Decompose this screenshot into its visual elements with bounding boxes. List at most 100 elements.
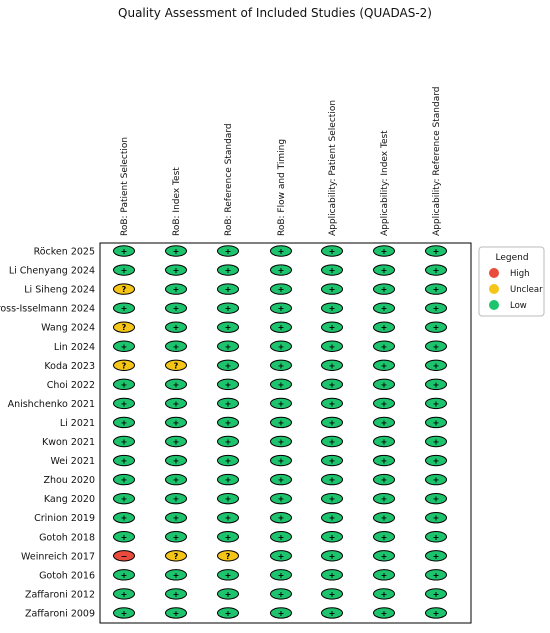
assessment-symbol: + bbox=[173, 533, 180, 542]
assessment-cell bbox=[373, 340, 395, 352]
legend-label: High bbox=[510, 269, 530, 279]
column-label: Applicability: Reference Standard bbox=[432, 87, 442, 236]
assessment-symbol: + bbox=[121, 514, 128, 523]
assessment-cell bbox=[373, 321, 395, 333]
assessment-symbol: + bbox=[225, 418, 232, 427]
assessment-symbol: + bbox=[433, 247, 440, 256]
assessment-cell bbox=[270, 264, 292, 276]
assessment-cell bbox=[113, 492, 135, 505]
assessment-cell bbox=[217, 416, 239, 429]
assessment-symbol: + bbox=[329, 609, 336, 618]
assessment-cell bbox=[165, 550, 187, 562]
assessment-symbol: + bbox=[278, 361, 285, 370]
assessment-cell bbox=[217, 512, 239, 524]
column-label: Applicability: Index Test bbox=[380, 130, 390, 236]
assessment-cell bbox=[321, 492, 343, 505]
assessment-cell bbox=[425, 302, 447, 314]
row-label: Wei 2021 bbox=[50, 456, 95, 467]
assessment-cell bbox=[165, 378, 187, 391]
assessment-cell bbox=[321, 607, 343, 619]
assessment-cell bbox=[165, 416, 187, 429]
assessment-cell bbox=[425, 473, 447, 486]
assessment-symbol: ? bbox=[122, 285, 127, 294]
assessment-symbol: + bbox=[278, 609, 285, 618]
assessment-symbol: + bbox=[381, 457, 388, 466]
assessment-symbol: + bbox=[121, 590, 128, 599]
assessment-symbol: + bbox=[381, 552, 388, 561]
assessment-cell bbox=[321, 550, 343, 562]
assessment-symbol: + bbox=[381, 533, 388, 542]
legend: Legend High Unclear Low bbox=[478, 246, 545, 317]
assessment-cell bbox=[270, 473, 292, 486]
assessment-cell bbox=[425, 340, 447, 352]
assessment-cell bbox=[425, 359, 447, 371]
assessment-cell bbox=[165, 302, 187, 314]
assessment-symbol: + bbox=[173, 247, 180, 256]
assessment-cell bbox=[165, 359, 187, 371]
assessment-cell bbox=[217, 245, 239, 257]
assessment-cell bbox=[113, 378, 135, 391]
assessment-symbol: + bbox=[329, 361, 336, 370]
assessment-cell bbox=[270, 454, 292, 467]
assessment-cell bbox=[217, 473, 239, 486]
assessment-cell bbox=[270, 435, 292, 448]
assessment-symbol: + bbox=[329, 380, 336, 389]
assessment-symbol: + bbox=[225, 438, 232, 447]
assessment-cell bbox=[270, 588, 292, 600]
assessment-cell bbox=[270, 302, 292, 314]
assessment-symbol: + bbox=[381, 438, 388, 447]
row-label: Weinreich 2017 bbox=[21, 551, 95, 562]
assessment-symbol: + bbox=[329, 590, 336, 599]
plot-frame bbox=[99, 242, 472, 624]
legend-swatch bbox=[489, 300, 499, 310]
assessment-cell bbox=[270, 283, 292, 295]
assessment-cell bbox=[113, 264, 135, 276]
assessment-symbol: + bbox=[381, 342, 388, 351]
assessment-symbol: + bbox=[381, 418, 388, 427]
assessment-symbol: + bbox=[329, 514, 336, 523]
assessment-symbol: + bbox=[278, 399, 285, 408]
assessment-cell bbox=[321, 340, 343, 352]
assessment-cell bbox=[425, 607, 447, 619]
assessment-symbol: + bbox=[433, 476, 440, 485]
assessment-symbol: ? bbox=[174, 361, 179, 370]
assessment-symbol: + bbox=[173, 571, 180, 580]
assessment-symbol: + bbox=[121, 571, 128, 580]
assessment-cell bbox=[217, 435, 239, 448]
row-label: Li 2021 bbox=[60, 418, 95, 429]
assessment-cell bbox=[373, 473, 395, 486]
assessment-cell bbox=[425, 435, 447, 448]
assessment-cell bbox=[165, 340, 187, 352]
row-label: Li Siheng 2024 bbox=[24, 285, 95, 296]
assessment-symbol: + bbox=[121, 533, 128, 542]
assessment-symbol: + bbox=[173, 418, 180, 427]
assessment-cell bbox=[373, 492, 395, 505]
assessment-cell bbox=[373, 454, 395, 467]
assessment-cell bbox=[425, 283, 447, 295]
assessment-symbol: + bbox=[433, 533, 440, 542]
assessment-cell bbox=[113, 283, 135, 295]
assessment-symbol: + bbox=[173, 438, 180, 447]
assessment-cell bbox=[217, 302, 239, 314]
assessment-symbol: + bbox=[433, 380, 440, 389]
assessment-cell bbox=[321, 302, 343, 314]
assessment-cell bbox=[165, 283, 187, 295]
assessment-cell bbox=[321, 283, 343, 295]
assessment-symbol: + bbox=[329, 476, 336, 485]
assessment-cell bbox=[113, 531, 135, 543]
assessment-symbol: + bbox=[225, 247, 232, 256]
row-label: Gross-Isselmann 2024 bbox=[0, 304, 95, 315]
assessment-cell bbox=[425, 245, 447, 257]
assessment-cell bbox=[373, 245, 395, 257]
assessment-cell bbox=[270, 340, 292, 352]
assessment-symbol: + bbox=[329, 304, 336, 313]
assessment-cell bbox=[321, 378, 343, 391]
assessment-symbol: + bbox=[433, 609, 440, 618]
assessment-symbol: + bbox=[121, 438, 128, 447]
assessment-symbol: + bbox=[381, 304, 388, 313]
assessment-symbol: + bbox=[278, 571, 285, 580]
row-label: Zaffaroni 2009 bbox=[25, 608, 95, 619]
assessment-cell bbox=[217, 454, 239, 467]
assessment-symbol: + bbox=[433, 514, 440, 523]
assessment-cell bbox=[217, 321, 239, 333]
